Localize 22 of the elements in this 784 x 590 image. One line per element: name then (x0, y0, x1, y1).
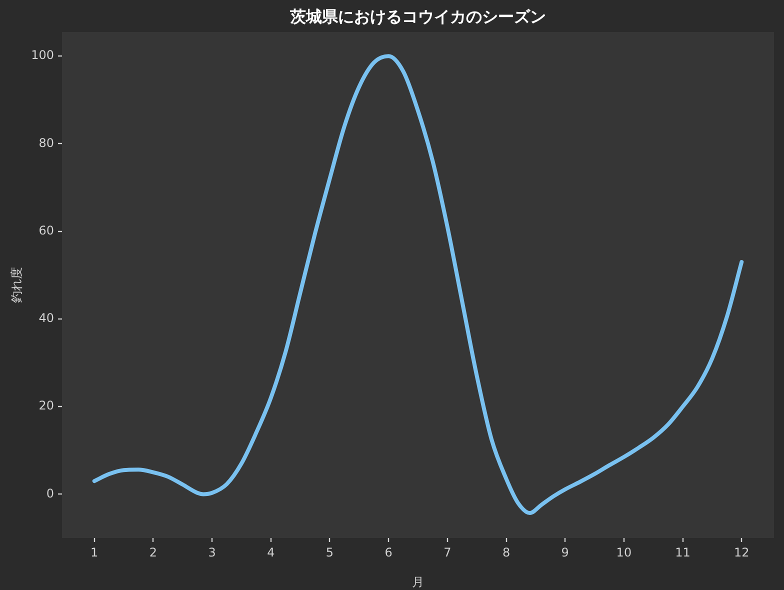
x-tick-label: 4 (267, 545, 275, 560)
x-tick-label: 3 (208, 545, 216, 560)
x-axis-title: 月 (412, 574, 424, 589)
y-tick-label: 60 (38, 223, 54, 238)
x-tick-label: 5 (326, 545, 334, 560)
x-tick-label: 10 (616, 545, 632, 560)
y-tick-label: 100 (31, 48, 54, 62)
x-tick-label: 2 (149, 545, 158, 560)
chart-title: 茨城県におけるコウイカのシーズン (289, 7, 546, 26)
y-tick-label: 0 (46, 486, 54, 500)
x-tick-label: 6 (384, 545, 392, 560)
line-series (92, 54, 744, 516)
y-tick-label: 80 (38, 136, 54, 150)
y-tick-label: 40 (38, 311, 54, 326)
x-tick-label: 9 (561, 545, 569, 560)
x-tick-label: 8 (502, 545, 510, 560)
x-tick-label: 12 (734, 545, 750, 560)
x-tick-label: 7 (444, 545, 452, 560)
x-tick-label: 1 (90, 545, 98, 560)
y-axis-title: 釣れ度 (9, 267, 24, 303)
x-tick-label: 11 (675, 545, 690, 560)
y-tick-label: 20 (38, 398, 54, 413)
